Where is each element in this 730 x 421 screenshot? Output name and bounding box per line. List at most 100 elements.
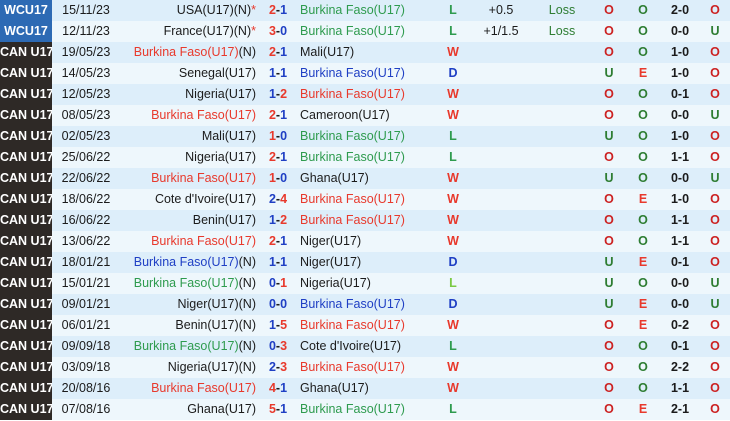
final-score[interactable]: 1-5 — [256, 315, 300, 336]
league-badge[interactable]: WCU17 — [0, 0, 52, 21]
league-badge[interactable]: CAN U17 — [0, 42, 52, 63]
away-team[interactable]: Burkina Faso(U17) — [300, 294, 436, 315]
table-row[interactable]: CAN U17 03/09/18 Nigeria(U17)(N) 2-3 Burkina… — [0, 357, 730, 378]
home-team[interactable]: Nigeria(U17) — [120, 84, 256, 105]
table-row[interactable]: CAN U17 18/06/22 Cote d'Ivoire(U17) 2-4 Burk… — [0, 189, 730, 210]
league-badge[interactable]: CAN U17 — [0, 231, 52, 252]
final-score[interactable]: 1-1 — [256, 252, 300, 273]
home-team[interactable]: Ghana(U17) — [120, 399, 256, 420]
home-team[interactable]: Burkina Faso(U17) — [120, 105, 256, 126]
home-team[interactable]: Burkina Faso(U17) — [120, 378, 256, 399]
league-badge[interactable]: CAN U17 — [0, 399, 52, 420]
away-team[interactable]: Burkina Faso(U17) — [300, 126, 436, 147]
home-team[interactable]: Mali(U17) — [120, 126, 256, 147]
table-row[interactable]: CAN U17 07/08/16 Ghana(U17) 5-1 Burkina Faso… — [0, 399, 730, 420]
final-score[interactable]: 2-4 — [256, 189, 300, 210]
home-team[interactable]: Benin(U17) — [120, 210, 256, 231]
home-team[interactable]: Burkina Faso(U17) — [120, 231, 256, 252]
home-team[interactable]: Niger(U17)(N) — [120, 294, 256, 315]
league-badge[interactable]: CAN U17 — [0, 63, 52, 84]
table-row[interactable]: WCU17 12/11/23 France(U17)(N)* 3-0 Burkina F… — [0, 21, 730, 42]
table-row[interactable]: CAN U17 19/05/23 Burkina Faso(U17)(N) 2-1 Ma… — [0, 42, 730, 63]
away-team[interactable]: Niger(U17) — [300, 252, 436, 273]
final-score[interactable]: 1-2 — [256, 210, 300, 231]
table-row[interactable]: CAN U17 12/05/23 Nigeria(U17) 1-2 Burkina Fa… — [0, 84, 730, 105]
table-row[interactable]: CAN U17 08/05/23 Burkina Faso(U17) 2-1 Camer… — [0, 105, 730, 126]
home-team[interactable]: Burkina Faso(U17) — [120, 168, 256, 189]
league-badge[interactable]: WCU17 — [0, 21, 52, 42]
league-badge[interactable]: CAN U17 — [0, 273, 52, 294]
final-score[interactable]: 2-1 — [256, 147, 300, 168]
league-badge[interactable]: CAN U17 — [0, 357, 52, 378]
league-badge[interactable]: CAN U17 — [0, 336, 52, 357]
table-row[interactable]: CAN U17 22/06/22 Burkina Faso(U17) 1-0 Ghana… — [0, 168, 730, 189]
away-team[interactable]: Burkina Faso(U17) — [300, 63, 436, 84]
away-team[interactable]: Mali(U17) — [300, 42, 436, 63]
home-team[interactable]: USA(U17)(N)* — [120, 0, 256, 21]
home-team[interactable]: Benin(U17)(N) — [120, 315, 256, 336]
table-row[interactable]: CAN U17 15/01/21 Burkina Faso(U17)(N) 0-1 Ni… — [0, 273, 730, 294]
final-score[interactable]: 4-1 — [256, 378, 300, 399]
table-row[interactable]: CAN U17 09/09/18 Burkina Faso(U17)(N) 0-3 Co… — [0, 336, 730, 357]
home-team[interactable]: Cote d'Ivoire(U17) — [120, 189, 256, 210]
table-row[interactable]: CAN U17 14/05/23 Senegal(U17) 1-1 Burkina Fa… — [0, 63, 730, 84]
away-team[interactable]: Burkina Faso(U17) — [300, 357, 436, 378]
final-score[interactable]: 1-0 — [256, 168, 300, 189]
table-row[interactable]: CAN U17 02/05/23 Mali(U17) 1-0 Burkina Faso(… — [0, 126, 730, 147]
home-team[interactable]: France(U17)(N)* — [120, 21, 256, 42]
final-score[interactable]: 2-3 — [256, 357, 300, 378]
home-team[interactable]: Burkina Faso(U17)(N) — [120, 252, 256, 273]
final-score[interactable]: 0-1 — [256, 273, 300, 294]
league-badge[interactable]: CAN U17 — [0, 210, 52, 231]
final-score[interactable]: 1-0 — [256, 126, 300, 147]
home-team[interactable]: Nigeria(U17) — [120, 147, 256, 168]
home-team[interactable]: Senegal(U17) — [120, 63, 256, 84]
league-badge[interactable]: CAN U17 — [0, 105, 52, 126]
table-row[interactable]: CAN U17 13/06/22 Burkina Faso(U17) 2-1 Niger… — [0, 231, 730, 252]
final-score[interactable]: 3-0 — [256, 21, 300, 42]
home-team[interactable]: Nigeria(U17)(N) — [120, 357, 256, 378]
league-badge[interactable]: CAN U17 — [0, 294, 52, 315]
final-score[interactable]: 2-1 — [256, 42, 300, 63]
away-team[interactable]: Burkina Faso(U17) — [300, 399, 436, 420]
table-row[interactable]: CAN U17 09/01/21 Niger(U17)(N) 0-0 Burkina F… — [0, 294, 730, 315]
table-row[interactable]: CAN U17 25/06/22 Nigeria(U17) 2-1 Burkina Fa… — [0, 147, 730, 168]
final-score[interactable]: 2-1 — [256, 0, 300, 21]
away-team[interactable]: Cameroon(U17) — [300, 105, 436, 126]
league-badge[interactable]: CAN U17 — [0, 378, 52, 399]
home-team[interactable]: Burkina Faso(U17)(N) — [120, 273, 256, 294]
table-row[interactable]: WCU17 15/11/23 USA(U17)(N)* 2-1 Burkina Faso… — [0, 0, 730, 21]
final-score[interactable]: 2-1 — [256, 105, 300, 126]
league-badge[interactable]: CAN U17 — [0, 126, 52, 147]
final-score[interactable]: 5-1 — [256, 399, 300, 420]
away-team[interactable]: Burkina Faso(U17) — [300, 189, 436, 210]
final-score[interactable]: 2-1 — [256, 231, 300, 252]
away-team[interactable]: Ghana(U17) — [300, 168, 436, 189]
league-badge[interactable]: CAN U17 — [0, 147, 52, 168]
league-badge[interactable]: CAN U17 — [0, 315, 52, 336]
home-team[interactable]: Burkina Faso(U17)(N) — [120, 336, 256, 357]
league-badge[interactable]: CAN U17 — [0, 168, 52, 189]
away-team[interactable]: Burkina Faso(U17) — [300, 84, 436, 105]
away-team[interactable]: Nigeria(U17) — [300, 273, 436, 294]
away-team[interactable]: Burkina Faso(U17) — [300, 147, 436, 168]
away-team[interactable]: Niger(U17) — [300, 231, 436, 252]
away-team[interactable]: Ghana(U17) — [300, 378, 436, 399]
table-row[interactable]: CAN U17 16/06/22 Benin(U17) 1-2 Burkina Faso… — [0, 210, 730, 231]
league-badge[interactable]: CAN U17 — [0, 252, 52, 273]
away-team[interactable]: Burkina Faso(U17) — [300, 315, 436, 336]
away-team[interactable]: Burkina Faso(U17) — [300, 21, 436, 42]
final-score[interactable]: 0-3 — [256, 336, 300, 357]
home-team[interactable]: Burkina Faso(U17)(N) — [120, 42, 256, 63]
table-row[interactable]: CAN U17 18/01/21 Burkina Faso(U17)(N) 1-1 Ni… — [0, 252, 730, 273]
league-badge[interactable]: CAN U17 — [0, 84, 52, 105]
final-score[interactable]: 0-0 — [256, 294, 300, 315]
final-score[interactable]: 1-1 — [256, 63, 300, 84]
final-score[interactable]: 1-2 — [256, 84, 300, 105]
table-row[interactable]: CAN U17 06/01/21 Benin(U17)(N) 1-5 Burkina F… — [0, 315, 730, 336]
away-team[interactable]: Burkina Faso(U17) — [300, 0, 436, 21]
away-team[interactable]: Cote d'Ivoire(U17) — [300, 336, 436, 357]
league-badge[interactable]: CAN U17 — [0, 189, 52, 210]
table-row[interactable]: CAN U17 20/08/16 Burkina Faso(U17) 4-1 Ghana… — [0, 378, 730, 399]
away-team[interactable]: Burkina Faso(U17) — [300, 210, 436, 231]
